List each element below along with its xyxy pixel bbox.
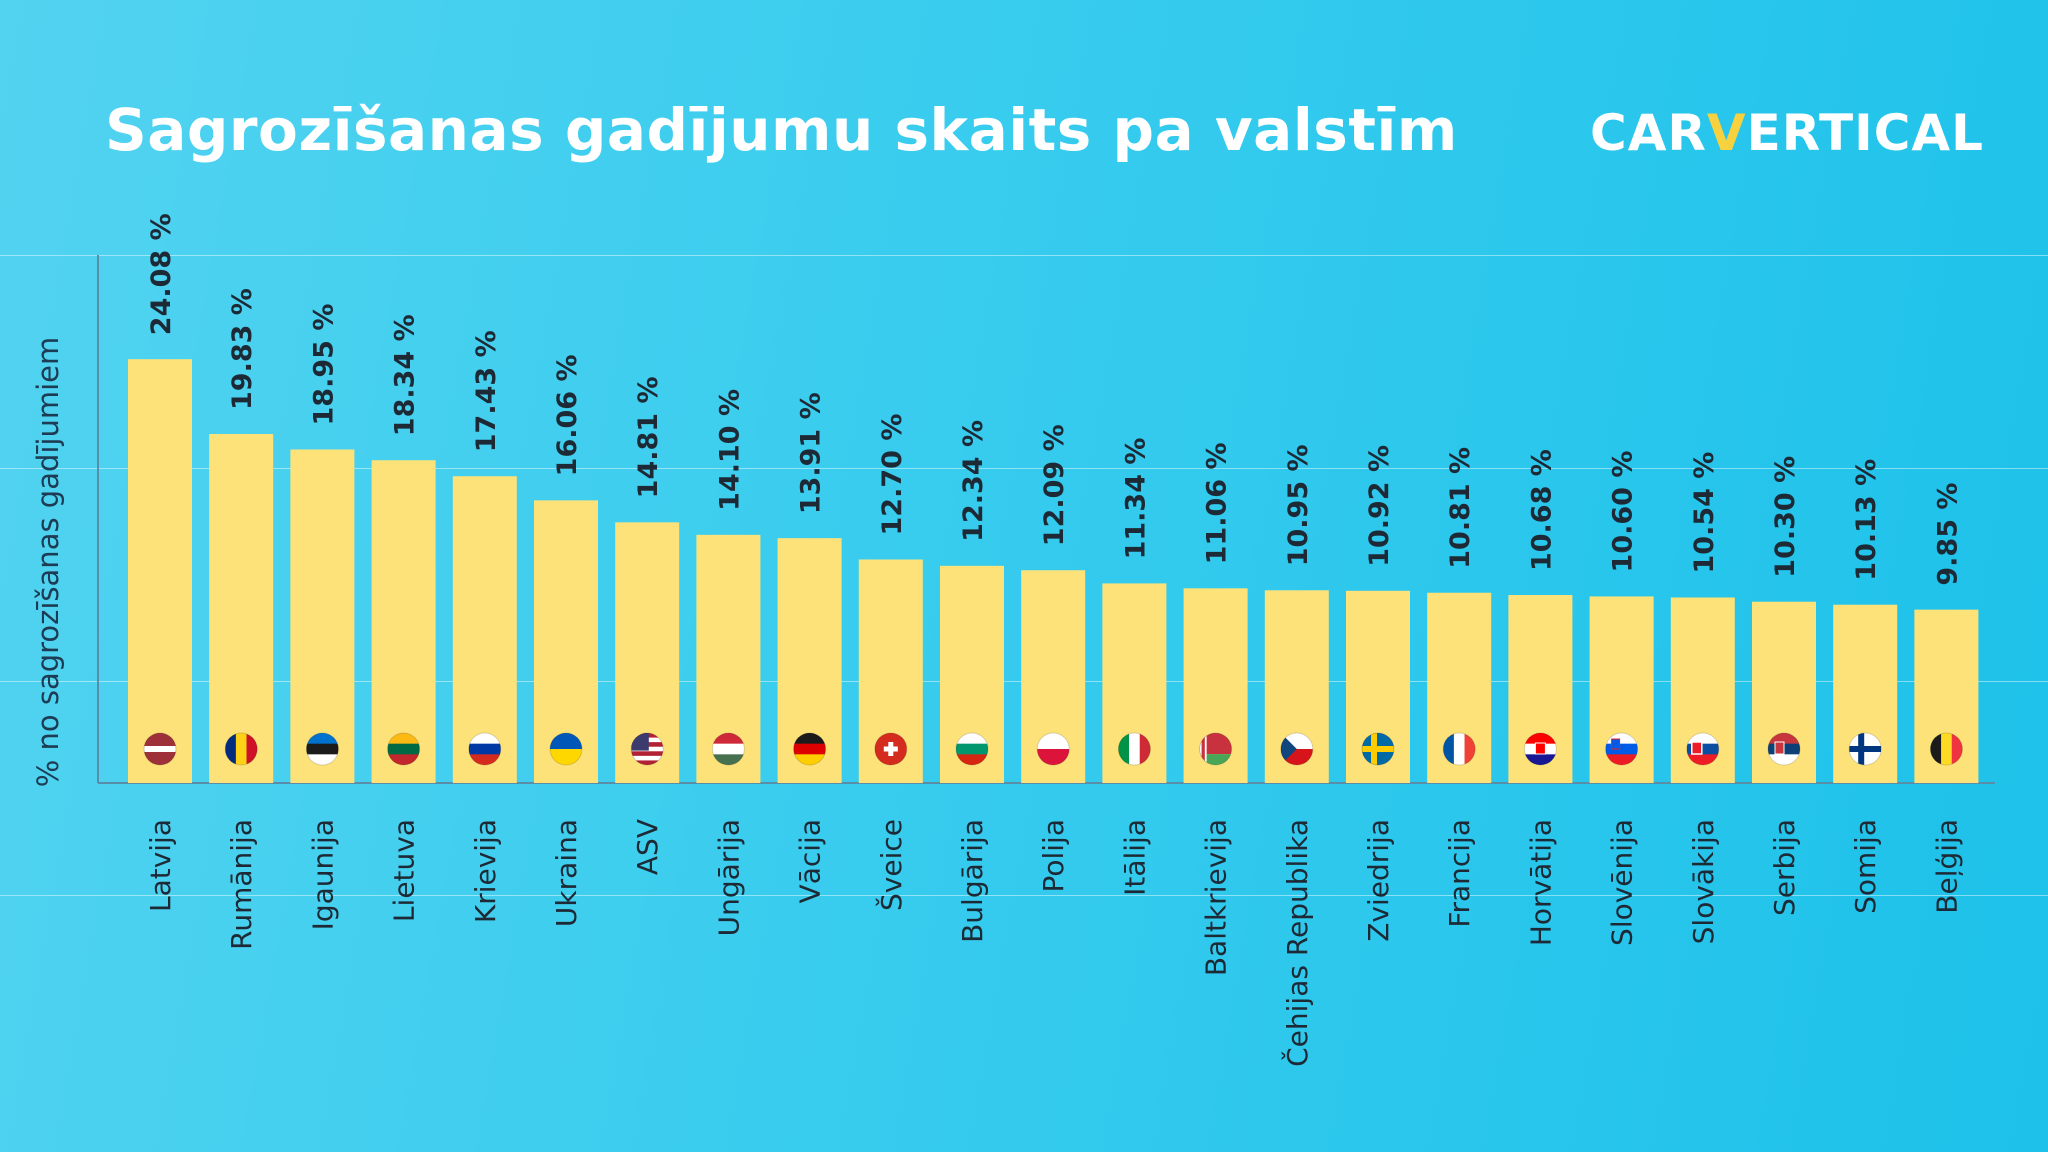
- value-label: 9.85 %: [1932, 483, 1963, 586]
- logo-part: ERTICAL: [1746, 104, 1984, 162]
- category-label: ASV: [631, 819, 664, 875]
- czech-flag-icon: [1280, 732, 1314, 766]
- value-label: 10.54 %: [1689, 452, 1720, 574]
- value-label: 13.91 %: [796, 392, 827, 514]
- estonia-flag-icon: [305, 732, 339, 766]
- carvertical-logo: CARVERTICAL: [1590, 104, 1983, 164]
- serbia-flag-icon: [1767, 732, 1801, 766]
- category-label: Latvija: [144, 819, 177, 912]
- bulgaria-flag-icon: [955, 732, 989, 766]
- value-label: 14.81 %: [633, 376, 664, 498]
- category-label: Slovēnija: [1606, 819, 1639, 946]
- value-label: 17.43 %: [471, 330, 502, 452]
- category-label: Itālija: [1118, 819, 1151, 896]
- germany-flag-icon: [793, 732, 827, 766]
- value-label: 11.34 %: [1120, 438, 1151, 560]
- bar: [452, 476, 517, 783]
- chart-title: Sagrozīšanas gadījumu skaits pa valstīm: [105, 96, 1458, 164]
- category-label: Krievija: [469, 819, 502, 923]
- poland-flag-icon: [1036, 732, 1070, 766]
- category-label: Šveice: [874, 819, 908, 911]
- category-label: Polija: [1037, 819, 1070, 893]
- gridline: [0, 468, 2048, 469]
- bar: [128, 359, 192, 783]
- france-flag-icon: [1442, 732, 1476, 766]
- bar: [209, 433, 274, 783]
- value-label: 16.06 %: [552, 354, 583, 476]
- value-label: 10.30 %: [1770, 456, 1801, 578]
- bar: [371, 460, 436, 783]
- italy-flag-icon: [1117, 732, 1151, 766]
- category-label: Somija: [1849, 819, 1882, 914]
- gridline: [0, 895, 2048, 896]
- slovenia-flag-icon: [1605, 732, 1639, 766]
- category-label: Rumānija: [225, 819, 258, 950]
- value-label: 12.34 %: [958, 420, 989, 542]
- romania-flag-icon: [224, 732, 258, 766]
- hungary-flag-icon: [711, 732, 745, 766]
- category-label: Ungārija: [712, 819, 745, 936]
- usa-flag-icon: [630, 732, 664, 766]
- value-label: 19.83 %: [227, 288, 258, 410]
- category-label: Lietuva: [388, 819, 421, 922]
- value-label: 12.70 %: [877, 414, 908, 536]
- latvia-flag-icon: [143, 732, 177, 766]
- slovakia-flag-icon: [1686, 732, 1720, 766]
- logo-check-mark: V: [1706, 104, 1747, 162]
- category-label: Francija: [1443, 819, 1476, 928]
- value-label: 10.13 %: [1851, 459, 1882, 581]
- logo-part: CAR: [1590, 104, 1707, 162]
- category-label: Igaunija: [306, 819, 339, 930]
- value-label: 12.09 %: [1039, 424, 1070, 546]
- gridline: [0, 255, 2048, 256]
- value-label: 18.34 %: [390, 314, 421, 436]
- value-label: 14.10 %: [714, 389, 745, 511]
- sweden-flag-icon: [1361, 732, 1395, 766]
- value-label: 10.60 %: [1608, 451, 1639, 573]
- belgium-flag-icon: [1929, 732, 1963, 766]
- category-label: Baltkrievija: [1200, 819, 1233, 976]
- bar: [290, 449, 355, 783]
- finland-flag-icon: [1848, 732, 1882, 766]
- value-label: 10.81 %: [1445, 447, 1476, 569]
- category-label: Bulgārija: [956, 819, 989, 943]
- category-label: Čehijas Republika: [1280, 819, 1314, 1067]
- category-label: Vācija: [794, 819, 827, 903]
- belarus-flag-icon: [1199, 732, 1233, 766]
- switzerland-flag-icon: [874, 732, 908, 766]
- value-label: 11.06 %: [1202, 442, 1233, 564]
- lithuania-flag-icon: [387, 732, 421, 766]
- value-label: 10.92 %: [1364, 445, 1395, 567]
- value-label: 24.08 %: [146, 213, 177, 335]
- russia-flag-icon: [468, 732, 502, 766]
- ukraine-flag-icon: [549, 732, 583, 766]
- category-label: Horvātija: [1524, 819, 1557, 946]
- category-label: Serbija: [1768, 819, 1801, 916]
- category-label: Ukraina: [550, 819, 583, 927]
- category-label: Zviedrija: [1362, 819, 1395, 942]
- value-label: 10.95 %: [1283, 444, 1314, 566]
- croatia-flag-icon: [1523, 732, 1557, 766]
- value-label: 10.68 %: [1526, 449, 1557, 571]
- value-label: 18.95 %: [308, 304, 339, 426]
- category-label: Slovākija: [1687, 819, 1720, 944]
- category-label: Beļģija: [1930, 819, 1963, 914]
